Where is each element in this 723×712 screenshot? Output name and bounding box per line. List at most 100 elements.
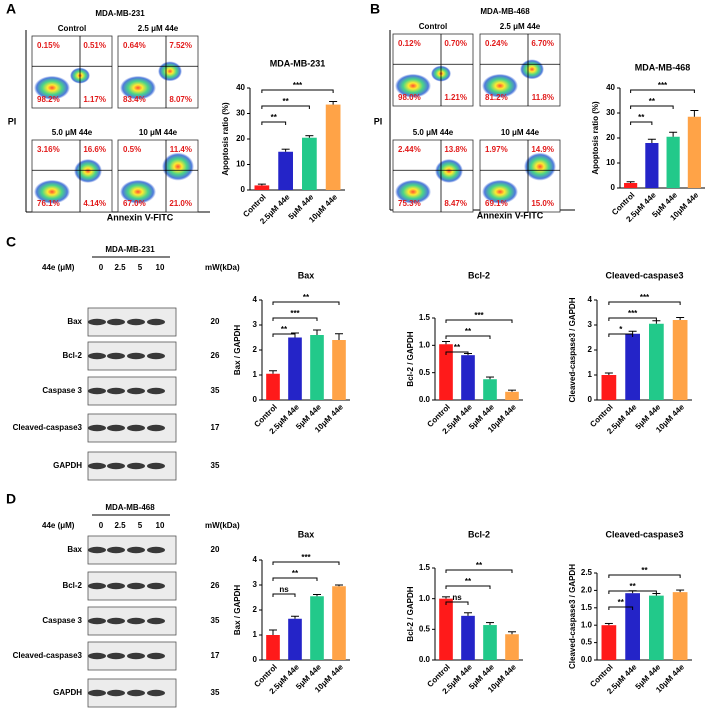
chart-title: Cleaved-caspase3: [605, 270, 683, 280]
bar: [601, 375, 617, 400]
quadrant-percent: 8.47%: [444, 199, 467, 208]
significance-label: ***: [474, 311, 484, 320]
panel-label: B: [370, 1, 380, 17]
y-tick-label: 10: [236, 160, 245, 169]
y-tick-label: 4: [253, 295, 258, 304]
y-tick-label: 2: [588, 345, 593, 354]
y-tick-label: 2.5: [581, 568, 593, 577]
significance-bracket: [261, 105, 310, 109]
y-axis-title: Apoptosis ratio (%): [221, 102, 230, 176]
quadrant-percent: 69.1%: [485, 199, 508, 208]
bar: [439, 344, 453, 400]
quadrant-percent: 16.6%: [83, 145, 106, 154]
y-tick-label: 0: [588, 395, 593, 404]
quadrant-percent: 2.44%: [398, 145, 421, 154]
bar: [505, 634, 519, 660]
significance-bracket: [261, 89, 334, 93]
y-tick-label: 1.5: [419, 313, 431, 322]
mw-value: 17: [211, 423, 220, 432]
band: [147, 424, 165, 432]
quadrant-percent: 6.70%: [531, 39, 554, 48]
quadrant-percent: 67.0%: [123, 199, 146, 208]
significance-bracket: [272, 561, 340, 565]
dose: 2.5: [114, 521, 126, 530]
row-label: Bax: [67, 545, 82, 554]
significance-label: **: [630, 582, 637, 591]
bar: [505, 391, 519, 400]
band: [107, 582, 125, 590]
panel-label: A: [6, 1, 16, 17]
cell-line: MDA-MB-468: [480, 7, 530, 16]
quadrant-percent: 8.07%: [169, 95, 192, 104]
y-tick-label: 0.0: [419, 395, 431, 404]
significance-bracket: [630, 89, 695, 93]
dose: 2.5: [114, 263, 126, 272]
significance-label: **: [454, 343, 461, 352]
quadrant-percent: 15.0%: [531, 199, 554, 208]
quadrant-percent: 11.4%: [170, 145, 192, 154]
bar: [288, 337, 302, 400]
cell-cloud: [482, 179, 518, 204]
quadrant-percent: 3.16%: [37, 145, 60, 154]
quadrant-percent: 75.3%: [398, 199, 421, 208]
row-label: Cleaved-caspase3: [13, 651, 83, 660]
y-tick-label: 3: [253, 580, 258, 589]
y-axis-title: Bax / GAPDH: [233, 585, 242, 635]
significance-label: ***: [290, 309, 300, 318]
quadrant-percent: 1.17%: [83, 95, 106, 104]
band: [107, 318, 125, 326]
y-tick-label: 4: [253, 555, 258, 564]
y-tick-label: 40: [236, 83, 245, 92]
bar: [266, 635, 280, 660]
quadrant-percent: 13.8%: [444, 145, 467, 154]
bar: [649, 323, 664, 400]
mw-value: 35: [211, 461, 220, 470]
bar: [461, 615, 475, 660]
bar: [332, 340, 346, 400]
mw-value: 35: [211, 386, 220, 395]
y-tick-label: 0: [253, 655, 258, 664]
row-label: Bax: [67, 317, 82, 326]
chart-title: MDA-MB-468: [635, 62, 691, 72]
significance-label: ***: [658, 81, 668, 90]
y-tick-label: 2.0: [581, 586, 593, 595]
x-axis-label: Annexin V-FITC: [477, 210, 544, 220]
bar: [310, 596, 324, 660]
band: [127, 689, 145, 697]
y-tick-label: 30: [606, 108, 615, 117]
dose-label: 44e (μM): [42, 521, 75, 530]
band: [147, 689, 165, 697]
bar: [302, 137, 317, 190]
significance-bracket: [445, 569, 513, 573]
band: [88, 582, 106, 590]
band: [88, 617, 106, 625]
band: [88, 462, 106, 470]
band: [147, 462, 165, 470]
significance-bracket: [608, 333, 634, 337]
row-label: Caspase 3: [42, 616, 82, 625]
quadrant-percent: 21.0%: [169, 199, 192, 208]
y-tick-label: 3: [253, 320, 258, 329]
cell-cloud: [395, 179, 431, 204]
significance-bracket: [630, 105, 674, 109]
significance-label: **: [618, 598, 625, 607]
significance-label: *: [619, 325, 623, 334]
cell-cloud: [162, 152, 194, 181]
y-axis-label: PI: [374, 116, 383, 126]
flow-title: 2.5 μM 44e: [138, 24, 179, 33]
significance-bracket: [608, 301, 681, 305]
significance-bracket: [608, 606, 634, 610]
chart-title: Bax: [298, 529, 315, 539]
band: [127, 462, 145, 470]
mw-value: 35: [211, 688, 220, 697]
band: [127, 387, 145, 395]
quadrant-percent: 76.1%: [37, 199, 60, 208]
flow-title: 2.5 μM 44e: [500, 22, 541, 31]
dose: 5: [138, 521, 143, 530]
chart-title: Bcl-2: [468, 270, 490, 280]
band: [88, 352, 106, 360]
y-tick-label: 1.5: [419, 563, 431, 572]
bar: [461, 355, 475, 400]
flow-title: 10 μM 44e: [501, 128, 540, 137]
significance-label: **: [303, 293, 310, 302]
